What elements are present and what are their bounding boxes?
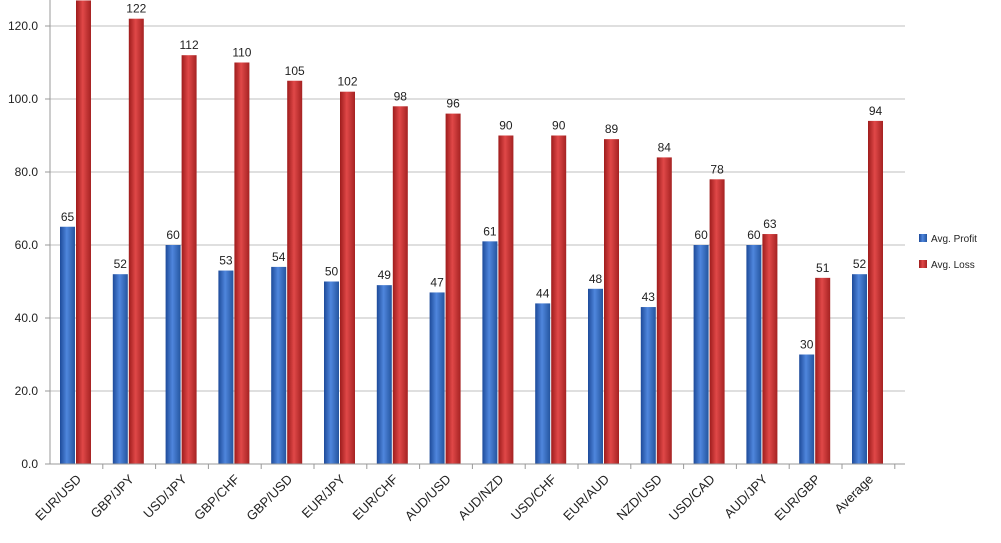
bar-avg-profit <box>482 241 498 464</box>
data-label: 89 <box>605 122 619 136</box>
data-label: 122 <box>126 2 146 16</box>
y-tick-label: 80.0 <box>15 165 39 179</box>
bars: 6512752122601125311054105501024998479661… <box>60 0 883 465</box>
data-label: 78 <box>710 162 724 176</box>
data-label: 94 <box>869 104 883 118</box>
legend-swatch <box>919 234 927 242</box>
bar-avg-profit <box>376 285 392 464</box>
bar-avg-profit <box>271 266 287 464</box>
bar-avg-loss <box>498 135 514 464</box>
bar-avg-loss <box>76 0 91 464</box>
x-tick-label: USD/CHF <box>508 471 560 523</box>
data-label: 60 <box>747 228 761 242</box>
y-tick-label: 20.0 <box>15 384 39 398</box>
data-label: 47 <box>430 275 444 289</box>
bar-avg-loss <box>762 234 778 464</box>
bar-avg-profit <box>746 245 762 464</box>
bar-avg-profit <box>852 274 867 464</box>
data-label: 48 <box>589 272 603 286</box>
bar-avg-loss <box>181 55 197 464</box>
data-label: 30 <box>800 338 814 352</box>
bar-avg-loss <box>445 113 461 464</box>
data-label: 44 <box>536 286 550 300</box>
x-tick-label: USD/CAD <box>666 472 718 524</box>
y-tick-label: 40.0 <box>15 311 39 325</box>
data-label: 65 <box>61 210 75 224</box>
bar-avg-loss <box>656 157 672 464</box>
bar-avg-loss <box>868 120 883 465</box>
data-label: 90 <box>499 119 513 133</box>
x-tick-label: NZD/USD <box>613 472 664 523</box>
x-tick-label: GBP/JPY <box>87 471 137 521</box>
data-label: 60 <box>694 228 708 242</box>
data-label: 90 <box>552 119 566 133</box>
x-tick-label: EUR/CHF <box>349 471 401 523</box>
x-tick-label: AUD/JPY <box>721 471 771 521</box>
legend: Avg. Profit Avg. Loss <box>919 234 977 271</box>
data-label: 60 <box>166 228 180 242</box>
data-label: 52 <box>853 257 867 271</box>
data-label: 50 <box>325 265 339 279</box>
data-label: 110 <box>232 46 251 60</box>
x-axis: EUR/USD GBP/JPY USD/JPY GBP/CHF GBP/USD EUR/J… <box>32 463 905 524</box>
bar-avg-loss <box>392 106 408 465</box>
data-label: 43 <box>642 290 656 304</box>
x-tick-label: USD/JPY <box>140 471 190 521</box>
x-tick-label: AUD/USD <box>402 472 454 524</box>
bar-avg-loss <box>604 139 619 464</box>
bar-avg-loss <box>709 179 725 465</box>
x-tick-label: GBP/CHF <box>191 471 243 523</box>
bar-avg-profit <box>112 274 128 464</box>
bar-avg-profit <box>165 245 181 464</box>
bar-avg-profit <box>588 288 603 464</box>
x-tick-label: EUR/JPY <box>299 471 349 521</box>
bar-avg-profit <box>799 354 815 464</box>
legend-label: Avg. Loss <box>931 260 975 271</box>
legend-label: Avg. Profit <box>931 234 977 245</box>
x-tick-label: EUR/GBP <box>771 472 823 524</box>
bar-avg-loss <box>234 62 250 464</box>
bar-avg-profit <box>535 303 551 464</box>
y-tick-label: 60.0 <box>15 238 39 252</box>
bar-avg-loss <box>551 135 567 464</box>
bar-avg-loss <box>287 80 303 464</box>
x-tick-label: Average <box>831 472 876 517</box>
data-label: 102 <box>337 75 357 89</box>
data-label: 49 <box>378 268 392 282</box>
bar-avg-profit <box>60 226 75 464</box>
data-label: 112 <box>180 38 199 52</box>
data-label: 105 <box>285 64 305 78</box>
data-label: 84 <box>658 140 672 154</box>
bar-avg-profit <box>693 245 709 464</box>
data-label: 61 <box>483 224 497 238</box>
y-tick-label: 120.0 <box>8 19 38 33</box>
x-tick-label: AUD/NZD <box>455 472 506 523</box>
bar-avg-profit <box>429 292 445 464</box>
data-label: 98 <box>394 89 408 103</box>
y-tick-label: 100.0 <box>8 92 38 106</box>
bar-avg-profit <box>640 307 656 464</box>
data-label: 53 <box>219 254 233 268</box>
data-label: 51 <box>816 261 830 275</box>
y-axis: 0.0 20.0 40.0 60.0 80.0 100.0 120.0 <box>8 0 51 471</box>
bar-avg-loss <box>340 91 355 464</box>
bar-avg-profit <box>324 281 339 464</box>
data-label: 52 <box>114 257 128 271</box>
bar-avg-loss <box>815 277 831 464</box>
x-tick-label: GBP/USD <box>243 472 295 524</box>
y-tick-label: 0.0 <box>21 457 38 471</box>
x-tick-label: EUR/AUD <box>560 472 612 524</box>
data-label: 96 <box>446 97 460 111</box>
x-tick-label: EUR/USD <box>32 472 84 524</box>
legend-swatch <box>919 260 927 268</box>
bar-avg-loss <box>128 18 144 464</box>
data-label: 63 <box>763 217 777 231</box>
bar-avg-profit <box>218 270 234 464</box>
data-label: 54 <box>272 250 286 264</box>
